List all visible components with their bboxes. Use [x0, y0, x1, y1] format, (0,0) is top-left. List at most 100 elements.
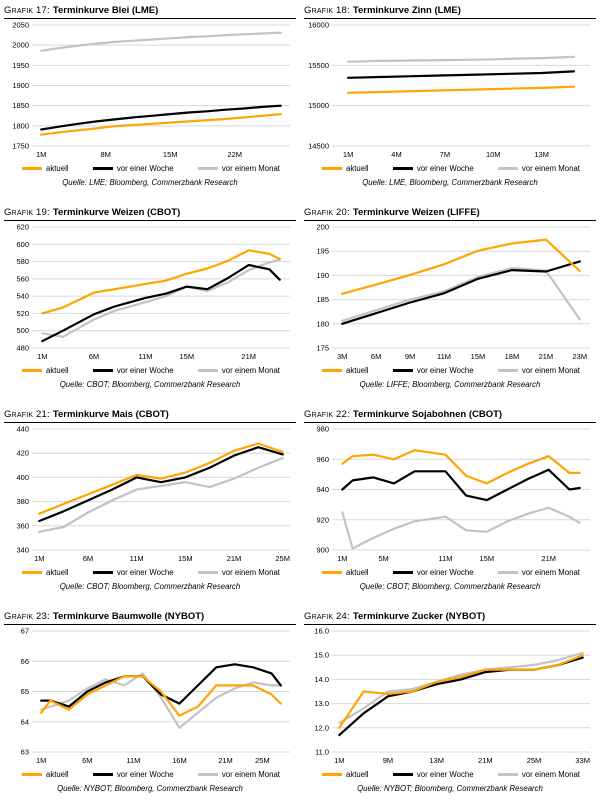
svg-text:21M: 21M: [541, 554, 556, 563]
blei-chart: 1750 1800 1850 1900 1950 2000 2050 1M 8M 15M 22M: [12, 21, 290, 159]
svg-text:23M: 23M: [573, 352, 588, 361]
chart-legend: aktuell vor einer Woche vor einem Monat: [4, 366, 296, 375]
chart-legend: aktuell vor einer Woche vor einem Monat: [4, 164, 296, 173]
svg-text:1M: 1M: [343, 150, 353, 159]
svg-text:16000: 16000: [308, 21, 329, 30]
chart-source: Quelle: CBOT; Bloomberg, Commerzbank Res…: [59, 582, 241, 591]
chart-source: Quelle: CBOT; Bloomberg, Commerzbank Res…: [359, 582, 541, 591]
svg-text:1850: 1850: [12, 101, 29, 110]
chart-title-prefix: Grafik 22:: [304, 409, 350, 420]
chart-legend: aktuell vor einer Woche vor einem Monat: [304, 366, 596, 375]
svg-text:380: 380: [16, 497, 29, 506]
chart-panel-zinn-lme: Grafik 18: Terminkurve Zinn (LME) 14500 15…: [300, 0, 600, 202]
legend-item-week: vor einer Woche: [392, 164, 474, 173]
chart-title-prefix: Grafik 24:: [304, 611, 350, 622]
legend-item-aktuell: aktuell: [322, 568, 369, 577]
svg-text:22M: 22M: [227, 150, 242, 159]
svg-text:1M: 1M: [36, 756, 46, 765]
legend-label: vor einer Woche: [416, 366, 474, 375]
svg-text:21M: 21M: [539, 352, 554, 361]
legend-label: vor einem Monat: [221, 568, 280, 577]
svg-text:3M: 3M: [337, 352, 347, 361]
svg-text:440: 440: [16, 425, 29, 434]
svg-text:8M: 8M: [101, 150, 111, 159]
legend-item-aktuell: aktuell: [322, 164, 369, 173]
svg-text:1M: 1M: [36, 150, 46, 159]
svg-text:1M: 1M: [337, 554, 347, 563]
aktuell-line-swatch: [22, 773, 42, 776]
svg-text:25M: 25M: [255, 756, 270, 765]
svg-text:175: 175: [316, 344, 329, 353]
chart-source: Quelle: LIFFE; Bloomberg, Commerzbank Re…: [359, 380, 541, 389]
svg-text:13M: 13M: [429, 756, 444, 765]
svg-text:180: 180: [316, 319, 329, 328]
svg-text:33M: 33M: [575, 756, 590, 765]
svg-text:1800: 1800: [12, 121, 29, 130]
svg-text:16M: 16M: [172, 756, 187, 765]
svg-text:600: 600: [16, 240, 29, 249]
svg-text:200: 200: [316, 223, 329, 232]
svg-text:64: 64: [21, 717, 29, 726]
svg-text:185: 185: [316, 295, 329, 304]
legend-item-week: vor einer Woche: [392, 568, 474, 577]
legend-label: aktuell: [346, 164, 369, 173]
svg-text:25M: 25M: [527, 756, 542, 765]
chart-legend: aktuell vor einer Woche vor einem Monat: [304, 568, 596, 577]
svg-text:11M: 11M: [138, 352, 152, 361]
svg-text:1750: 1750: [12, 142, 29, 151]
chart-legend: aktuell vor einer Woche vor einem Monat: [4, 770, 296, 779]
baumwolle-chart: 63 64 65 66 67 1M 6M 11M 16M 21M 25M: [21, 627, 290, 765]
legend-label: vor einer Woche: [116, 366, 174, 375]
svg-text:1M: 1M: [34, 554, 44, 563]
svg-text:15M: 15M: [480, 554, 495, 563]
chart-title: Grafik 22: Terminkurve Sojabohnen (CBOT): [304, 408, 596, 423]
legend-item-aktuell: aktuell: [322, 366, 369, 375]
legend-label: vor einer Woche: [116, 770, 174, 779]
legend-item-week: vor einer Woche: [392, 366, 474, 375]
weizen-liffe-chart: 175 180 185 190 195 200 3M 6M 9M 11M 15M 18M 21M 23M: [316, 223, 590, 361]
legend-label: aktuell: [46, 164, 69, 173]
svg-text:15M: 15M: [163, 150, 178, 159]
chart-title-text: Terminkurve Zinn (LME): [352, 5, 461, 16]
legend-label: vor einer Woche: [416, 568, 474, 577]
chart-title-text: Terminkurve Sojabohnen (CBOT): [352, 409, 503, 420]
svg-text:195: 195: [316, 247, 329, 256]
aktuell-line-swatch: [322, 571, 342, 574]
legend-item-month: vor einem Monat: [497, 568, 580, 577]
chart-title-prefix: Grafik 17:: [4, 5, 50, 16]
svg-text:980: 980: [316, 425, 329, 434]
chart-panel-blei-lme: Grafik 17: Terminkurve Blei (LME) 1750 180…: [0, 0, 300, 202]
svg-text:67: 67: [21, 627, 29, 636]
svg-text:65: 65: [21, 687, 29, 696]
month-line-swatch: [197, 571, 218, 574]
chart-legend: aktuell vor einer Woche vor einem Monat: [304, 770, 596, 779]
svg-text:15M: 15M: [471, 352, 486, 361]
svg-text:13M: 13M: [534, 150, 549, 159]
month-line-swatch: [497, 571, 518, 574]
chart-title: Grafik 23: Terminkurve Baumwolle (NYBOT): [4, 610, 296, 625]
svg-text:940: 940: [316, 485, 329, 494]
svg-text:6M: 6M: [371, 352, 381, 361]
svg-text:9M: 9M: [383, 756, 393, 765]
svg-text:21M: 21M: [478, 756, 493, 765]
svg-text:21M: 21M: [227, 554, 242, 563]
svg-text:6M: 6M: [89, 352, 99, 361]
chart-title: Grafik 18: Terminkurve Zinn (LME): [304, 4, 596, 19]
legend-label: vor einer Woche: [416, 770, 474, 779]
svg-text:15.0: 15.0: [314, 651, 329, 660]
chart-title-text: Terminkurve Baumwolle (NYBOT): [52, 611, 205, 622]
chart-panel-baumwolle-nybot: Grafik 23: Terminkurve Baumwolle (NYBOT) …: [0, 606, 300, 808]
svg-text:4M: 4M: [391, 150, 401, 159]
month-line-swatch: [497, 773, 518, 776]
chart-title-prefix: Grafik 18:: [304, 5, 350, 16]
svg-text:21M: 21M: [218, 756, 233, 765]
svg-text:66: 66: [21, 657, 29, 666]
chart-title-text: Terminkurve Zucker (NYBOT): [352, 611, 486, 622]
legend-item-week: vor einer Woche: [92, 568, 174, 577]
weizen-cbot-chart: 480 500 520 540 560 580 600 620 1M 6M 11M 15M 21M: [16, 223, 290, 361]
aktuell-line-swatch: [22, 369, 42, 372]
svg-text:63: 63: [21, 748, 29, 757]
chart-title-text: Terminkurve Blei (LME): [52, 5, 159, 16]
svg-text:560: 560: [16, 274, 29, 283]
